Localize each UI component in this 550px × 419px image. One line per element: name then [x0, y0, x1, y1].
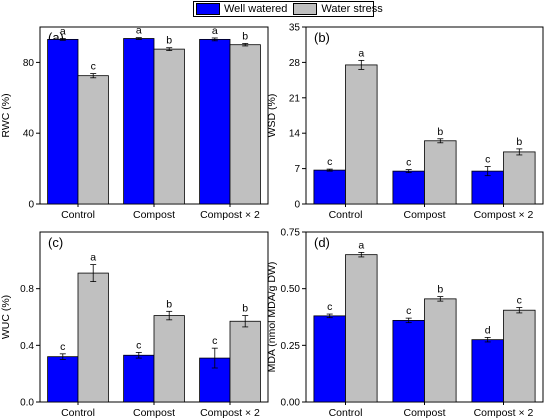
y-tick-label: 40 [23, 129, 35, 140]
significance-letter: b [166, 298, 172, 310]
y-tick-label: 0.25 [281, 341, 301, 352]
significance-letter: c [136, 339, 141, 351]
y-axis-label: MDA (nmol MDA/g DW) [266, 262, 278, 373]
bar [503, 309, 536, 403]
bar [471, 339, 504, 403]
y-axis-label: RWC (%) [0, 93, 12, 137]
y-tick-label: 28 [289, 58, 301, 69]
y-axis-label: WUC (%) [0, 295, 12, 339]
significance-letter: c [327, 156, 332, 168]
y-tick-label: 0.00 [281, 398, 301, 409]
bar [313, 169, 346, 205]
significance-letter: a [136, 25, 142, 37]
bar [392, 170, 425, 205]
significance-letter: b [437, 126, 443, 138]
y-tick-label: 80 [23, 58, 35, 69]
legend: Well watered Water stress [193, 1, 383, 17]
x-tick-label: Control [329, 407, 363, 419]
bar [123, 354, 155, 403]
bar [392, 319, 425, 403]
y-tick-label: 0.50 [281, 284, 301, 295]
panel-label: (b) [314, 30, 330, 45]
significance-letter: c [485, 154, 490, 166]
legend-swatch-water-stress [293, 3, 318, 15]
y-tick-label: 14 [289, 129, 301, 140]
legend-label: Well watered [224, 3, 288, 15]
bar [47, 356, 79, 403]
y-tick-label: 0 [28, 200, 34, 211]
bar [229, 320, 261, 403]
panel-label: (d) [314, 235, 330, 250]
y-tick-label: 0.4 [20, 341, 34, 352]
chart-panel: 0 7 14 21 28 35 WSD (%) (b) Control c a Compost c b Co… [266, 23, 544, 221]
significance-letter: a [358, 47, 364, 59]
significance-letter: c [91, 61, 96, 73]
bar [345, 64, 378, 205]
x-tick-label: Compost × 2 [200, 209, 260, 221]
significance-letter: a [90, 252, 96, 264]
y-tick-label: 0 [294, 200, 300, 211]
y-tick-label: 7 [294, 164, 300, 175]
x-tick-label: Control [329, 209, 363, 221]
y-tick-label: 21 [289, 93, 301, 104]
legend-swatch-well-watered [196, 3, 220, 15]
y-tick-label: 0.8 [20, 284, 34, 295]
significance-letter: c [327, 301, 332, 313]
x-tick-label: Compost [133, 407, 175, 419]
legend-item-well-watered: Well watered [194, 3, 287, 15]
significance-letter: c [517, 294, 522, 306]
x-tick-label: Compost × 2 [474, 407, 534, 419]
chart-panel: 0.0 0.4 0.8 WUC (%) (c) Control c a Compost c b Com… [0, 231, 269, 419]
x-tick-label: Compost × 2 [200, 407, 260, 419]
bar [313, 315, 346, 403]
bar [424, 298, 457, 403]
y-tick-label: 35 [289, 23, 301, 34]
x-tick-label: Control [61, 407, 95, 419]
bar [199, 38, 231, 205]
significance-letter: b [437, 284, 443, 296]
bar [503, 151, 536, 205]
bar [123, 38, 155, 205]
significance-letter: b [242, 30, 248, 42]
significance-letter: b [516, 136, 522, 148]
significance-letter: a [358, 239, 364, 251]
bar [77, 272, 109, 403]
x-tick-label: Compost [133, 209, 175, 221]
x-tick-label: Compost × 2 [474, 209, 534, 221]
significance-letter: a [60, 26, 66, 38]
x-tick-label: Compost [403, 209, 445, 221]
significance-letter: c [212, 335, 217, 347]
x-tick-label: Compost [403, 407, 445, 419]
y-axis-label: WSD (%) [266, 94, 278, 138]
bar [47, 38, 79, 205]
bar [153, 48, 185, 205]
significance-letter: c [60, 341, 65, 353]
x-tick-label: Control [61, 209, 95, 221]
bar [77, 75, 109, 205]
bar [424, 140, 457, 205]
significance-letter: a [212, 25, 218, 37]
significance-letter: c [406, 305, 411, 317]
legend-item-water-stress: Water stress [287, 3, 383, 15]
significance-letter: d [485, 324, 491, 336]
bar [471, 170, 504, 205]
significance-letter: b [242, 303, 248, 315]
chart-panel: 0.00 0.25 0.50 0.75 MDA (nmol MDA/g DW) (d) Co… [266, 228, 544, 419]
legend-label: Water stress [321, 3, 383, 15]
bar [345, 254, 378, 403]
y-tick-label: 0.0 [20, 398, 34, 409]
bar [229, 44, 261, 205]
y-tick-label: 0.75 [281, 228, 301, 239]
bar [153, 315, 185, 403]
panel-label: (c) [48, 235, 63, 250]
significance-letter: b [166, 35, 172, 47]
significance-letter: c [406, 157, 411, 169]
